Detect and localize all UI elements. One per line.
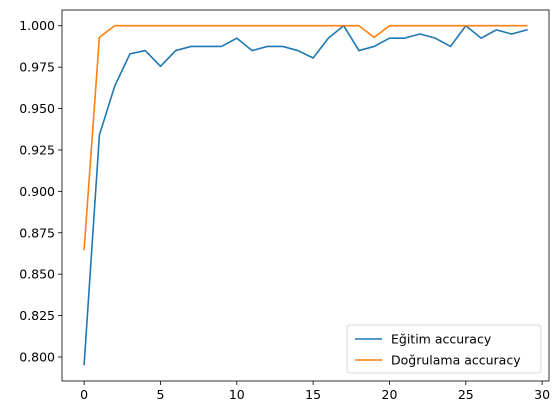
x-tick-label: 10 — [229, 387, 245, 402]
y-tick-label: 0.950 — [19, 101, 55, 116]
series-line-1 — [83, 24, 528, 251]
x-tick-label: 0 — [80, 387, 88, 402]
legend-label-0: Eğitim accuracy — [391, 332, 492, 347]
legend-label-1: Doğrulama accuracy — [391, 353, 521, 368]
y-tick-label: 0.800 — [19, 349, 55, 364]
x-tick-label: 5 — [156, 387, 164, 402]
x-tick-label: 20 — [382, 387, 398, 402]
legend-box — [346, 324, 542, 374]
legend: Eğitim accuracy Doğrulama accuracy — [346, 324, 542, 374]
x-tick-label: 15 — [305, 387, 321, 402]
x-tick-label: 30 — [534, 387, 550, 402]
series-line-0 — [83, 24, 528, 366]
plot-frame — [61, 9, 550, 382]
y-tick-label: 1.000 — [19, 18, 55, 33]
y-axis-ticks: 0.800 0.825 0.850 0.875 0.900 0.925 0.950 0.975… — [19, 18, 62, 364]
y-tick-label: 0.875 — [19, 225, 55, 240]
y-tick-label: 0.825 — [19, 308, 55, 323]
y-tick-label: 0.850 — [19, 267, 55, 282]
y-tick-label: 0.900 — [19, 184, 55, 199]
x-axis-ticks: 0 5 10 15 20 25 30 — [80, 381, 550, 402]
y-tick-label: 0.925 — [19, 142, 55, 157]
y-tick-label: 0.975 — [19, 60, 55, 75]
x-tick-label: 25 — [458, 387, 474, 402]
plot-series — [83, 24, 528, 366]
